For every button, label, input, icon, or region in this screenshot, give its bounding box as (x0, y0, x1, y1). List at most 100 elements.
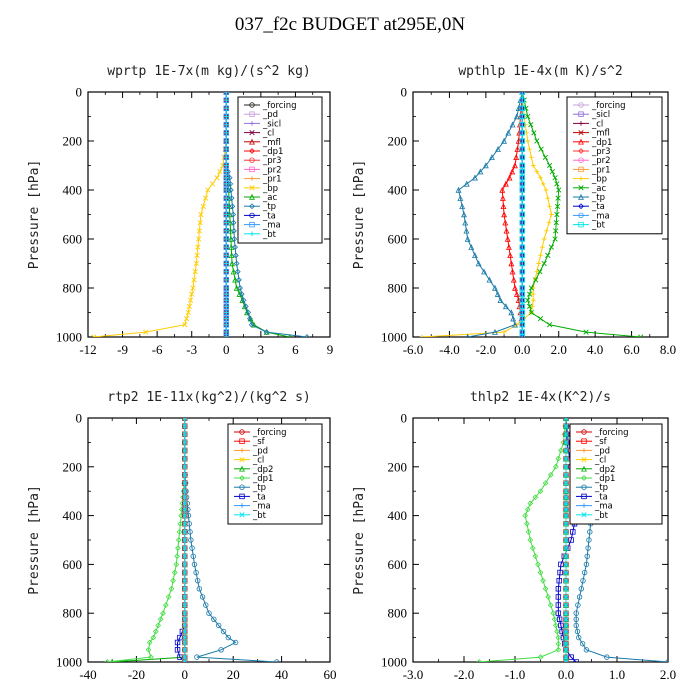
y-tick-label: 800 (388, 281, 408, 296)
data-point (583, 329, 589, 335)
data-point (182, 578, 188, 584)
data-point (174, 553, 181, 560)
data-point (519, 309, 525, 316)
data-point (527, 537, 534, 543)
data-point (148, 654, 154, 660)
data-point (162, 602, 169, 608)
data-point (563, 553, 569, 559)
panel-4: thlp2 1E-4x(K^2)/s Pressure [hPa] -3.0 -2.0… (352, 390, 676, 682)
data-point (563, 594, 569, 600)
data-point (104, 659, 111, 662)
y-tick-label: 400 (388, 508, 408, 523)
data-point (182, 537, 188, 543)
data-point (552, 175, 558, 181)
x-tick-label: 0.0 (514, 342, 530, 357)
data-point (507, 252, 514, 259)
legend-entry: _dp2 (252, 465, 273, 475)
data-point (463, 180, 470, 187)
data-point (519, 181, 525, 187)
x-tick-label: -2.0 (476, 342, 497, 357)
data-point (228, 252, 235, 259)
data-point (230, 268, 237, 275)
data-point (540, 577, 546, 584)
data-point (555, 640, 562, 647)
data-point (563, 418, 569, 421)
y-tick-label: 1000 (381, 330, 407, 345)
data-point (193, 569, 199, 576)
data-point (245, 309, 252, 316)
data-point (182, 521, 188, 527)
data-point (554, 203, 561, 209)
series-bp (419, 92, 554, 337)
panel-title: thlp2 1E-4x(K^2)/s (470, 390, 611, 405)
x-tick-label: -1.0 (505, 667, 526, 682)
data-point (160, 610, 166, 617)
data-point (519, 268, 525, 275)
y-axis-label: Pressure [hPa] (27, 160, 42, 270)
x-tick-label: -9 (117, 342, 128, 357)
data-point (563, 610, 569, 616)
x-tick-label: -12 (79, 342, 96, 357)
data-point (223, 253, 229, 258)
legend-marker (578, 121, 584, 126)
data-point (505, 129, 512, 136)
data-point (519, 244, 525, 250)
series-bt (223, 92, 229, 337)
legend-entry: _bp (262, 184, 278, 194)
data-point (191, 277, 197, 283)
data-point (534, 169, 540, 174)
data-point (194, 252, 200, 258)
data-point (182, 494, 188, 500)
legend-marker (578, 102, 584, 108)
data-point (568, 654, 574, 660)
data-point (223, 334, 230, 337)
x-tick-label: -6.0 (403, 342, 424, 357)
data-point (524, 520, 530, 527)
x-tick-label: 6 (292, 342, 299, 357)
data-point (563, 512, 569, 519)
data-point (182, 561, 188, 568)
data-point (223, 277, 229, 283)
data-point (145, 646, 152, 653)
data-point (513, 290, 520, 297)
series-line (93, 92, 227, 337)
data-point (231, 236, 238, 242)
data-point (182, 447, 188, 454)
legend-entry: _tp (594, 483, 608, 493)
data-point (263, 329, 270, 335)
data-point (549, 169, 555, 175)
data-point (519, 291, 525, 297)
data-point (183, 316, 190, 322)
x-tick-label: 2.0 (551, 342, 567, 357)
y-tick-label: 1000 (381, 655, 407, 670)
data-point (228, 195, 235, 202)
data-point (189, 291, 195, 297)
data-point (187, 297, 194, 303)
legend-entry: _pd (252, 446, 268, 456)
data-point (519, 105, 525, 112)
data-point (563, 647, 569, 653)
data-point (223, 220, 229, 225)
x-tick-label: 2.0 (660, 667, 676, 682)
legend-entry: _forcing (262, 101, 297, 111)
data-point (579, 641, 586, 647)
data-point (555, 594, 562, 600)
x-tick-label: -4.0 (439, 342, 460, 357)
data-point (229, 203, 236, 210)
data-point (501, 137, 508, 144)
data-point (182, 602, 188, 608)
data-point (555, 586, 562, 592)
data-point (190, 553, 196, 559)
legend-entry: _cl (591, 119, 603, 129)
data-point (200, 203, 206, 209)
data-point (178, 506, 185, 513)
data-point (182, 553, 188, 559)
data-point (537, 269, 543, 275)
data-point (457, 194, 464, 201)
legend-marker (249, 203, 255, 210)
legend-entry: _cl (594, 456, 606, 466)
data-point (462, 219, 469, 226)
data-point (157, 616, 164, 623)
data-point (510, 276, 517, 283)
